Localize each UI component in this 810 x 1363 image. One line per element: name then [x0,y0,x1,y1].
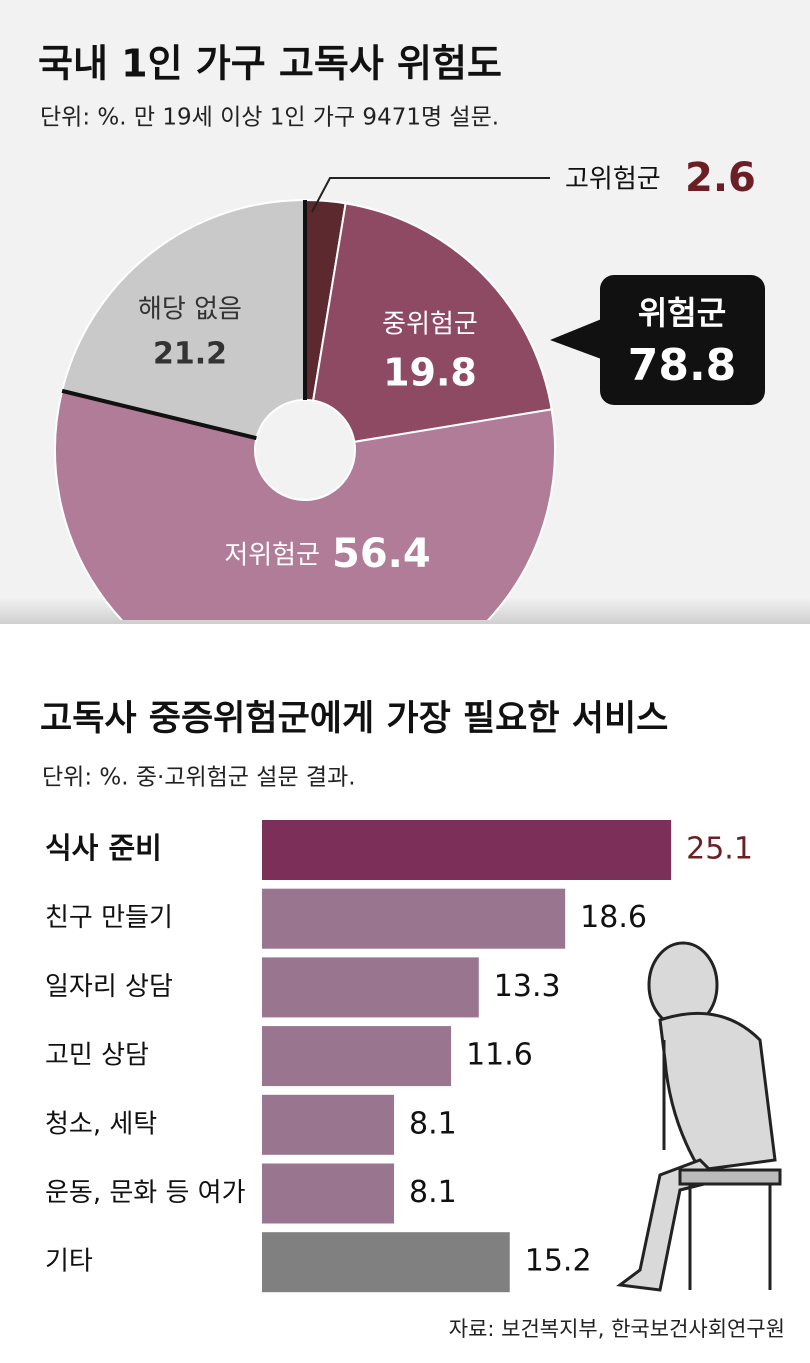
bar [262,1232,510,1293]
elderly-illustration [616,941,782,1292]
category-label: 친구 만들기 [45,903,173,933]
slice-label: 중위험군 [382,310,478,340]
value-label: 11.6 [466,1038,533,1073]
donut-slice [60,198,306,440]
bar [262,1026,452,1087]
group-pointer [550,318,604,360]
category-label: 식사 준비 [45,831,162,865]
category-label: 청소, 세탁 [45,1109,157,1139]
chart-subtitle: 단위: %. 중·고위험군 설문 결과. [42,765,356,791]
category-label: 일자리 상담 [45,972,173,1002]
group-box [600,275,765,405]
category-label: 운동, 문화 등 여가 [45,1178,246,1208]
slice-label: 저위험군 [224,541,320,571]
group-label: 위험군 [638,294,726,332]
bar [262,1163,395,1224]
donut-slice [311,202,553,444]
category-label: 기타 [45,1247,93,1277]
group-value: 78.8 [628,340,737,391]
value-label: 13.3 [494,969,561,1004]
donut [54,198,556,620]
donut-slice [54,389,556,620]
value-label: 25.1 [686,832,753,867]
slice-value: 56.4 [332,531,431,577]
bar [262,957,479,1018]
slice-label: 해당 없음 [138,295,242,325]
category-label: 고민 상담 [45,1041,149,1071]
chart-title: 고독사 중증위험군에게 가장 필요한 서비스 [40,699,668,739]
chart-subtitle: 단위: %. 만 19세 이상 1인 가구 9471명 설문. [40,105,499,131]
bar [262,888,566,949]
value-label: 8.1 [409,1175,457,1210]
bar [262,1094,395,1155]
slice-value: 2.6 [685,155,756,201]
risk-outline [61,200,307,441]
chart-title: 국내 1인 가구 고독사 위험도 [38,42,502,86]
slice-value: 19.8 [383,351,477,395]
callout-line [311,177,550,213]
value-label: 18.6 [580,900,647,935]
value-label: 8.1 [409,1106,457,1141]
slice-value: 21.2 [153,337,227,372]
bar [262,820,672,880]
source: 자료: 보건복지부, 한국보건사회연구원 [449,1317,785,1341]
slice-label: 고위험군 [565,165,661,195]
value-label: 15.2 [525,1244,592,1279]
